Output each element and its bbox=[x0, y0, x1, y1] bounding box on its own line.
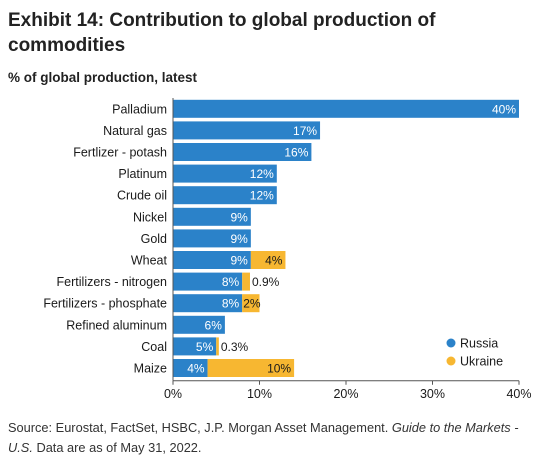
bar-label-ukraine: 10% bbox=[267, 362, 291, 376]
category-label: Platinum bbox=[118, 167, 167, 181]
bar-label-ukraine: 0.9% bbox=[252, 275, 280, 289]
bar-label-russia: 9% bbox=[231, 210, 249, 224]
bar-ukraine bbox=[242, 272, 250, 291]
category-label: Palladium bbox=[112, 102, 167, 116]
x-tick-label: 30% bbox=[420, 387, 445, 401]
bar-russia bbox=[173, 315, 225, 334]
bar-ukraine bbox=[242, 294, 260, 313]
legend-marker bbox=[446, 338, 456, 348]
category-label: Nickel bbox=[133, 210, 167, 224]
bar-russia bbox=[173, 229, 251, 248]
legend-marker bbox=[446, 356, 456, 366]
bar-label-russia: 6% bbox=[205, 318, 223, 332]
bar-ukraine bbox=[216, 337, 219, 356]
category-label: Crude oil bbox=[117, 189, 167, 203]
bar-label-russia: 16% bbox=[284, 146, 308, 160]
category-label: Fertlizer - potash bbox=[73, 146, 167, 160]
bar-label-russia: 12% bbox=[250, 189, 274, 203]
source-suffix: Data are as of May 31, 2022. bbox=[32, 440, 202, 455]
category-label: Coal bbox=[141, 340, 167, 354]
bar-russia bbox=[173, 186, 277, 205]
bar-label-russia: 40% bbox=[492, 102, 516, 116]
bar-russia bbox=[173, 121, 321, 140]
bar-russia bbox=[173, 272, 243, 291]
bar-russia bbox=[173, 294, 243, 313]
bar-label-russia: 4% bbox=[187, 362, 205, 376]
bar-label-ukraine: 2% bbox=[243, 297, 261, 311]
bar-label-ukraine: 4% bbox=[265, 254, 283, 268]
x-tick-label: 10% bbox=[247, 387, 272, 401]
bar-label-russia: 8% bbox=[222, 275, 240, 289]
bar-ukraine bbox=[207, 359, 295, 377]
bar-russia bbox=[173, 207, 251, 226]
legend-label: Ukraine bbox=[460, 355, 503, 369]
bar-russia bbox=[173, 164, 277, 183]
category-label: Maize bbox=[134, 362, 167, 376]
chart-subtitle: % of global production, latest bbox=[8, 70, 197, 85]
category-label: Wheat bbox=[131, 254, 168, 268]
bar-label-russia: 9% bbox=[231, 254, 249, 268]
bar-label-russia: 17% bbox=[293, 124, 317, 138]
category-label: Gold bbox=[141, 232, 167, 246]
bar-label-russia: 8% bbox=[222, 297, 240, 311]
x-tick-label: 20% bbox=[333, 387, 358, 401]
x-tick-label: 40% bbox=[506, 387, 531, 401]
bar-russia bbox=[173, 99, 519, 118]
bar-label-russia: 9% bbox=[231, 232, 249, 246]
category-label: Fertilizers - nitrogen bbox=[57, 275, 167, 289]
bar-russia bbox=[173, 359, 208, 377]
source-prefix: Source: Eurostat, FactSet, HSBC, J.P. Mo… bbox=[8, 420, 392, 435]
bar-label-russia: 12% bbox=[250, 167, 274, 181]
bar-ukraine bbox=[250, 251, 286, 269]
source-italic: Guide to the Markets - U.S. bbox=[8, 420, 519, 455]
bar-russia bbox=[173, 337, 217, 356]
chart-title: Exhibit 14: Contribution to global produ… bbox=[8, 10, 436, 56]
legend-label: Russia bbox=[460, 337, 498, 351]
category-label: Refined aluminum bbox=[66, 318, 167, 332]
category-label: Natural gas bbox=[103, 124, 167, 138]
x-tick-label: 0% bbox=[164, 387, 182, 401]
bar-label-ukraine: 0.3% bbox=[221, 340, 249, 354]
source-note: Source: Eurostat, FactSet, HSBC, J.P. Mo… bbox=[8, 418, 538, 458]
bar-russia bbox=[173, 251, 251, 269]
bar-label-russia: 5% bbox=[196, 340, 214, 354]
category-label: Fertilizers - phosphate bbox=[43, 297, 167, 311]
bar-russia bbox=[173, 143, 312, 161]
